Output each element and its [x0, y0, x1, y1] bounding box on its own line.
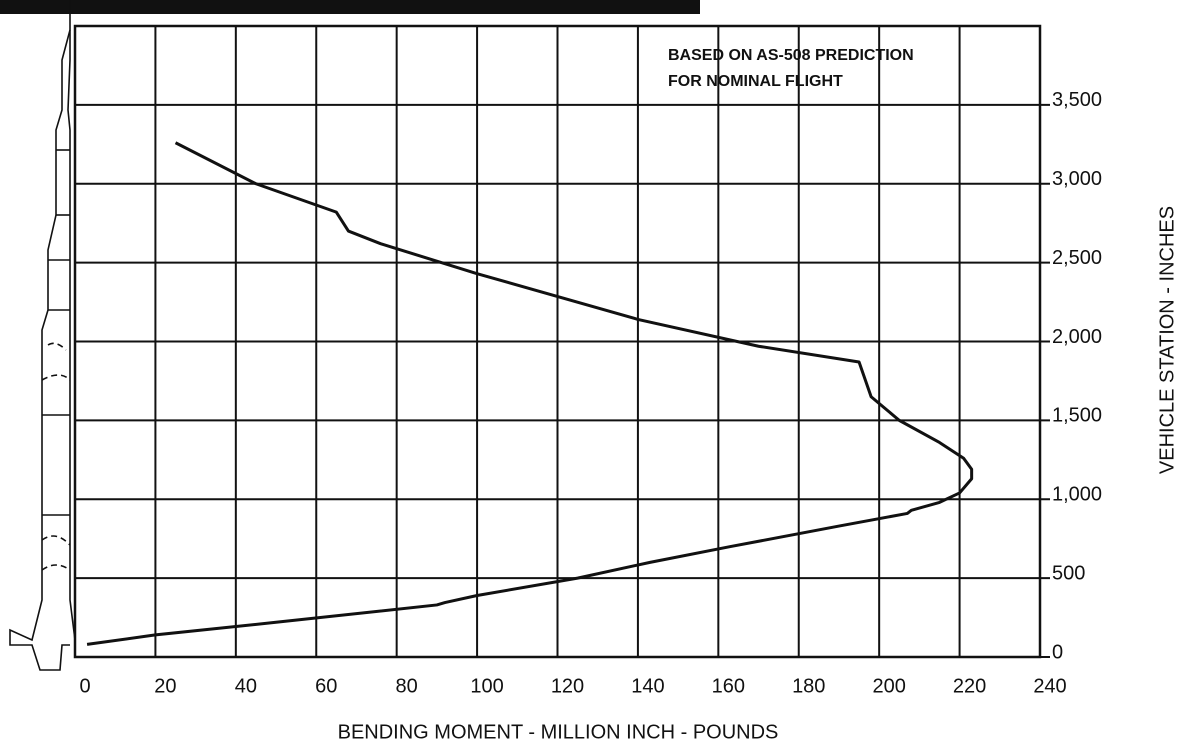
y-tick-label: 1,000	[1052, 484, 1102, 506]
top-bar	[0, 0, 700, 14]
y-tick-label: 3,000	[1052, 168, 1102, 190]
x-tick-label: 140	[631, 675, 664, 697]
y-tick-label: 0	[1052, 641, 1063, 663]
x-tick-label: 160	[712, 675, 745, 697]
annotation: FOR NOMINAL FLIGHT	[668, 73, 843, 90]
data-line	[86, 141, 974, 646]
x-tick-label: 120	[551, 675, 584, 697]
y-tick-label: 2,000	[1052, 326, 1102, 348]
y-tick-label: 2,500	[1052, 247, 1102, 269]
x-tick-label: 0	[79, 675, 90, 697]
rocket-outline	[9, 0, 76, 671]
x-tick-label: 220	[953, 675, 986, 697]
annotation: BASED ON AS-508 PREDICTION	[668, 47, 914, 64]
x-tick-label: 20	[154, 675, 176, 697]
y-tick-label: 3,500	[1052, 89, 1102, 111]
x-tick-label: 80	[396, 675, 418, 697]
y-axis-label: VEHICLE STATION - INCHES	[1156, 206, 1178, 474]
y-tick-label: 1,500	[1052, 405, 1102, 427]
x-tick-label: 60	[315, 675, 337, 697]
x-tick-label: 100	[470, 675, 503, 697]
x-tick-label: 180	[792, 675, 825, 697]
x-axis-label: BENDING MOMENT - MILLION INCH - POUNDS	[338, 721, 779, 743]
x-tick-label: 40	[235, 675, 257, 697]
y-tick-label: 500	[1052, 562, 1085, 584]
x-tick-label: 200	[872, 675, 905, 697]
x-tick-label: 240	[1033, 675, 1066, 697]
